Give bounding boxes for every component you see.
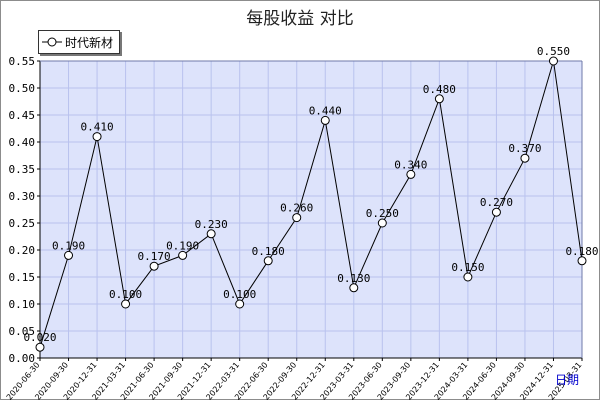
data-label: 0.480 [423,83,456,96]
y-tick-label: 0.00 [9,352,36,365]
data-point [92,132,102,142]
grid-lines [39,60,583,359]
legend-label: 时代新材 [65,35,114,50]
data-label: 0.260 [280,202,313,215]
y-tick-label: 0.55 [9,55,36,68]
y-tick-label: 0.10 [9,298,36,311]
x-tick-labels: 2020-06-302020-09-302020-12-312021-03-31… [5,361,584,400]
y-tick-labels: 0.00 0.05 0.10 0.15 0.20 0.25 0.30 0.35 0.40 0.45… [9,55,36,365]
data-point [64,250,74,260]
data-label: 0.410 [80,121,113,134]
y-tick-label: 0.20 [9,244,36,257]
data-point [548,56,558,66]
series-polyline [39,60,583,348]
data-label: 0.230 [195,218,228,231]
data-label: 0.440 [309,104,342,117]
data-label: 0.190 [52,239,85,252]
y-tick-label: 0.40 [9,136,36,149]
data-point [235,299,245,309]
y-tick-label: 0.50 [9,82,36,95]
data-point [491,207,501,217]
data-point [377,218,387,228]
data-point [577,256,587,266]
data-label: 0.190 [166,239,199,252]
legend-marker-icon [42,37,62,47]
data-points [35,56,587,352]
y-tick-label: 0.45 [9,109,36,122]
data-label: 0.100 [109,288,142,301]
plot-area [40,61,582,358]
legend: 时代新材 [38,30,120,54]
y-tick-label: 0.35 [9,163,36,176]
y-tick-label: 0.30 [9,190,36,203]
data-label: 0.270 [480,196,513,209]
data-point [520,153,530,163]
data-label: 0.250 [366,207,399,220]
y-tick-label: 0.25 [9,217,36,230]
y-tick-label: 0.05 [9,325,36,338]
data-label: 0.130 [337,272,370,285]
data-labels: 0.0200.1900.4100.1000.1700.1900.2300.100… [23,45,598,344]
data-point [406,169,416,179]
series-line [39,60,583,348]
data-point [178,250,188,260]
data-label: 0.100 [223,288,256,301]
data-point [263,256,273,266]
data-point [320,115,330,125]
y-tick-label: 0.15 [9,271,36,284]
data-label: 0.180 [252,245,285,258]
data-point [292,213,302,223]
data-point [35,342,45,352]
data-point [149,261,159,271]
data-point [349,283,359,293]
data-point [463,272,473,282]
data-label: 0.340 [394,158,427,171]
axes [37,60,583,361]
data-label: 0.180 [565,245,598,258]
data-label: 0.370 [508,142,541,155]
data-point [434,94,444,104]
data-label: 0.550 [537,45,570,58]
x-axis-title: 日期 [555,373,579,387]
data-label: 0.020 [23,331,56,344]
data-label: 0.170 [138,250,171,263]
data-label: 0.150 [451,261,484,274]
chart-title: 每股收益 对比 [246,9,354,29]
data-point [121,299,131,309]
data-point [206,229,216,239]
